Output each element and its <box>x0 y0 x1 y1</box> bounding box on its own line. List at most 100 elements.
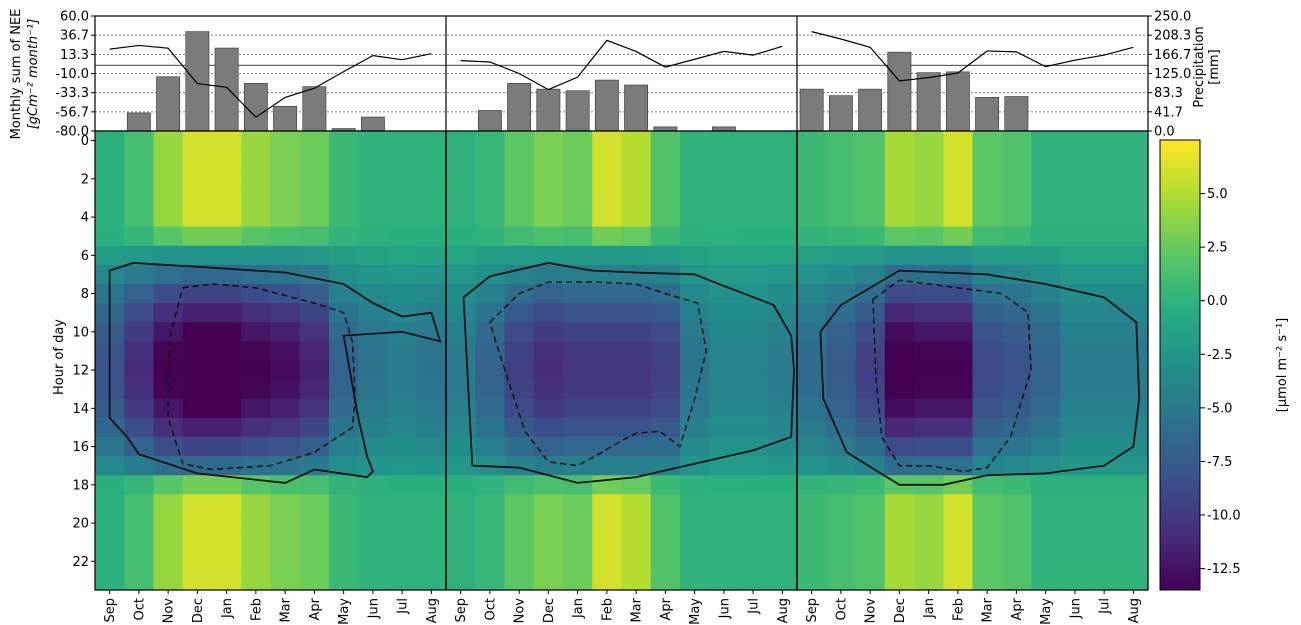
heatmap-cell <box>416 360 447 381</box>
heatmap-cell <box>358 284 389 304</box>
month-tick-label: Aug <box>1127 598 1142 623</box>
heatmap-cell <box>1060 150 1091 170</box>
heatmap-cell <box>680 245 710 266</box>
heatmap-cell <box>329 456 359 476</box>
heatmap-cell <box>680 513 710 534</box>
month-tick-label: Oct <box>132 598 147 620</box>
heatmap-cell <box>1089 207 1120 228</box>
heatmap-cell <box>329 379 359 400</box>
heatmap-cell <box>767 284 798 304</box>
heatmap-cell <box>299 207 330 228</box>
heatmap-cell <box>358 475 389 495</box>
heatmap-cell <box>1089 150 1120 170</box>
heatmap-cell <box>1031 245 1061 266</box>
heatmap-cell <box>943 150 974 170</box>
heatmap-cell <box>1118 131 1149 151</box>
heatmap-cell <box>1031 188 1061 209</box>
heatmap-cell <box>182 188 213 209</box>
heatmap-cell <box>592 456 623 476</box>
heatmap-cell <box>1118 456 1149 476</box>
heatmap-cell <box>1060 207 1091 228</box>
heatmap-cell <box>329 264 359 285</box>
heatmap-cell <box>650 379 681 400</box>
heatmap-cell <box>1031 417 1061 438</box>
heatmap-cell <box>212 437 242 457</box>
month-tick-label: May <box>1039 598 1054 625</box>
heatmap-cell <box>563 570 593 591</box>
heatmap-cell <box>416 532 447 553</box>
heatmap-cell <box>1001 131 1032 151</box>
heatmap-cell <box>709 188 740 209</box>
heatmap-cell <box>680 475 710 495</box>
heatmap-cell <box>241 226 272 247</box>
heatmap-cell <box>124 551 155 572</box>
heatmap-cell <box>738 169 769 189</box>
heatmap-cell <box>797 169 827 189</box>
heatmap-cell <box>1031 303 1061 323</box>
heatmap-cell <box>182 169 213 189</box>
heatmap-cell <box>504 169 535 189</box>
heatmap-cell <box>1089 226 1120 247</box>
heatmap-cell <box>1060 570 1091 591</box>
nee-axis-label: Monthly sum of NEE <box>9 9 24 140</box>
heatmap-cell <box>153 131 184 151</box>
heatmap-cell <box>504 437 535 457</box>
heatmap-cell <box>387 456 418 476</box>
hour-tick-label: 6 <box>81 249 89 264</box>
heatmap-cell <box>124 207 155 228</box>
heatmap-cell <box>416 207 447 228</box>
heatmap-cell <box>446 379 476 400</box>
heatmap-cell <box>1089 379 1120 400</box>
heatmap-cell <box>416 398 447 419</box>
heatmap-cell <box>504 398 535 419</box>
heatmap-cell <box>270 284 301 304</box>
heatmap-cell <box>241 398 272 419</box>
heatmap-cell <box>182 398 213 419</box>
heatmap-cell <box>446 513 476 534</box>
heatmap-cell <box>884 169 915 189</box>
heatmap-cell <box>299 131 330 151</box>
heatmap-cell <box>1031 207 1061 228</box>
month-tick-label: Dec <box>893 598 908 623</box>
heatmap-cell <box>358 494 389 515</box>
heatmap-cell <box>884 494 915 515</box>
heatmap-cell <box>1089 284 1120 304</box>
heatmap-cell <box>329 494 359 515</box>
heatmap-cell <box>329 226 359 247</box>
precip-tick-label: 41.7 <box>1154 105 1183 120</box>
heatmap-cell <box>592 551 623 572</box>
heatmap-cell <box>241 437 272 457</box>
heatmap-cell <box>709 264 740 285</box>
heatmap-cell <box>299 226 330 247</box>
heatmap-cell <box>416 226 447 247</box>
month-tick-label: Oct <box>483 598 498 620</box>
heatmap-cell <box>943 131 974 151</box>
heatmap-cell <box>1089 341 1120 362</box>
heatmap-cell <box>884 322 915 342</box>
precip-tick-label: 0.0 <box>1154 125 1175 140</box>
heatmap-cell <box>504 532 535 553</box>
heatmap-cell <box>299 398 330 419</box>
heatmap-cell <box>592 513 623 534</box>
heatmap-cell <box>855 207 886 228</box>
heatmap-cell <box>738 551 769 572</box>
heatmap-cell <box>329 475 359 495</box>
heatmap-cell <box>884 207 915 228</box>
heatmap-cell <box>914 341 944 362</box>
heatmap-cell <box>533 360 564 381</box>
heatmap-cell <box>475 570 506 591</box>
month-tick-label: Mar <box>981 597 996 622</box>
heatmap-cell <box>680 570 710 591</box>
heatmap-cell <box>592 150 623 170</box>
heatmap-cell <box>884 513 915 534</box>
heatmap-cell <box>153 494 184 515</box>
heatmap-cell <box>621 264 652 285</box>
heatmap-cell <box>738 570 769 591</box>
heatmap-cell <box>563 245 593 266</box>
heatmap-cell <box>533 245 564 266</box>
heatmap-cell <box>1060 303 1091 323</box>
heatmap-cell <box>387 437 418 457</box>
nee-bar <box>653 126 678 132</box>
heatmap-cell <box>680 303 710 323</box>
heatmap-cell <box>358 245 389 266</box>
